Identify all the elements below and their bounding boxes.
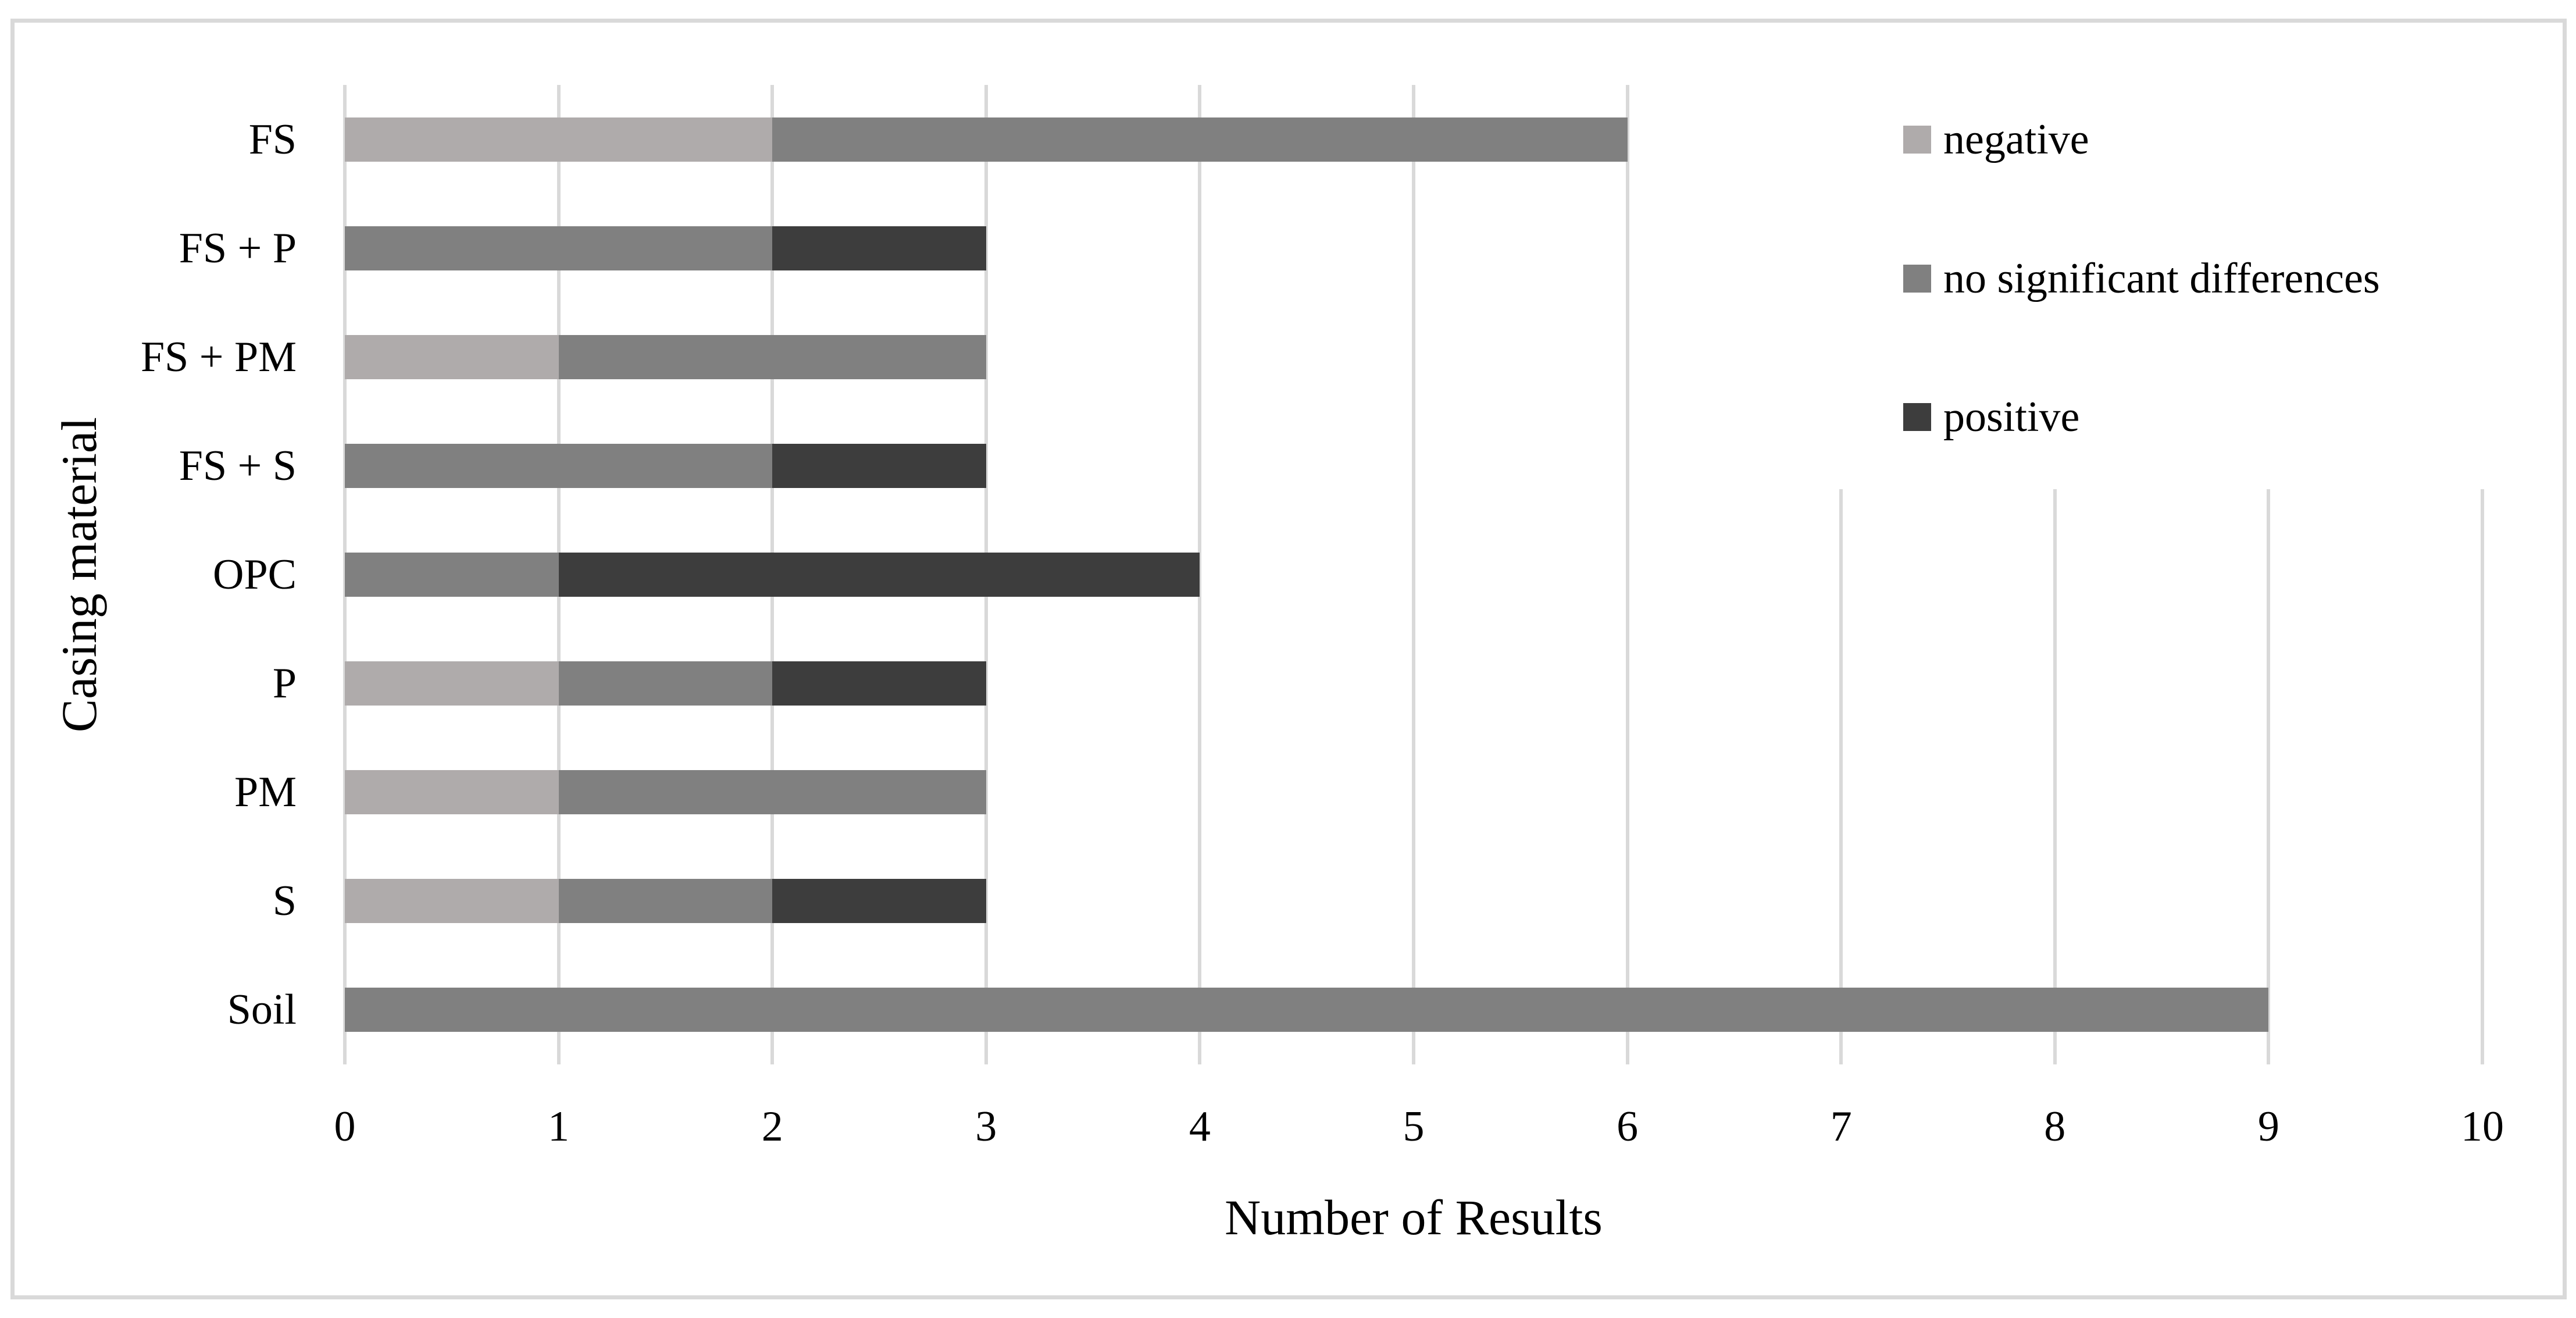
bar-segment-PM-no-significant-differences [558,770,986,815]
bar-segment-FS+PM-no-significant-differences [558,334,986,379]
legend-label: positive [1943,393,2080,441]
gridline-x-5 [1412,85,1415,1064]
bar-segment-Soil-no-significant-differences [345,988,2269,1032]
bar-segment-FS-negative [345,117,773,162]
x-tick-label-2: 2 [761,1103,783,1150]
gridline-x-4 [1198,85,1202,1064]
x-tick-label-9: 9 [2257,1103,2279,1150]
bar-segment-S-positive [772,879,986,924]
legend-item-positive: positive [1903,382,2079,452]
bar-segment-FS+PM-negative [345,334,559,379]
bar-segment-OPC-no-significant-differences [345,552,559,597]
x-tick-label-10: 10 [2461,1103,2504,1150]
category-label-P: P [272,660,297,708]
x-tick-label-5: 5 [1403,1103,1425,1150]
category-label-Soil: Soil [227,986,297,1034]
legend-item-negative: negative [1903,105,2089,174]
x-tick-label-4: 4 [1189,1103,1211,1150]
gridline-x-7 [1839,489,1843,1064]
bar-segment-PM-negative [345,770,559,815]
category-label-FS: FS [248,115,297,163]
bar-segment-FS+P-no-significant-differences [345,226,773,270]
bar-segment-FS+S-no-significant-differences [345,443,773,488]
legend-label: no significant differences [1943,254,2380,302]
category-label-OPC: OPC [213,550,297,599]
bar-segment-P-positive [772,661,986,706]
legend-item-no-significant-differences: no significant differences [1903,244,2380,314]
bar-segment-P-no-significant-differences [558,661,773,706]
category-label-FS+S: FS + S [179,441,297,490]
bar-segment-FS+P-positive [772,226,986,270]
gridline-x-8 [2053,489,2057,1064]
x-tick-label-7: 7 [1830,1103,1852,1150]
gridline-x-10 [2481,489,2484,1064]
bar-segment-S-negative [345,879,559,924]
bar-segment-FS+S-positive [772,443,986,488]
gridline-x-9 [2267,489,2271,1064]
x-tick-label-3: 3 [975,1103,997,1150]
bar-segment-P-negative [345,661,559,706]
x-axis-title: Number of Results [1225,1189,1603,1245]
gridline-x-6 [1625,85,1629,1064]
legend-label: negative [1943,116,2089,163]
category-label-FS+P: FS + P [179,224,297,272]
bar-segment-S-no-significant-differences [558,879,773,924]
y-axis-title: Casing material [51,416,107,733]
x-tick-label-1: 1 [548,1103,570,1150]
legend-swatch-icon [1903,264,1931,293]
x-tick-label-0: 0 [334,1103,356,1150]
legend-swatch-icon [1903,403,1931,431]
category-label-FS+PM: FS + PM [141,333,297,381]
category-label-PM: PM [234,768,297,817]
x-tick-label-6: 6 [1617,1103,1639,1150]
category-label-S: S [272,877,297,925]
bar-segment-FS-no-significant-differences [772,117,1628,162]
x-tick-label-8: 8 [2044,1103,2066,1150]
bar-segment-OPC-positive [558,552,1200,597]
legend-swatch-icon [1903,126,1931,154]
